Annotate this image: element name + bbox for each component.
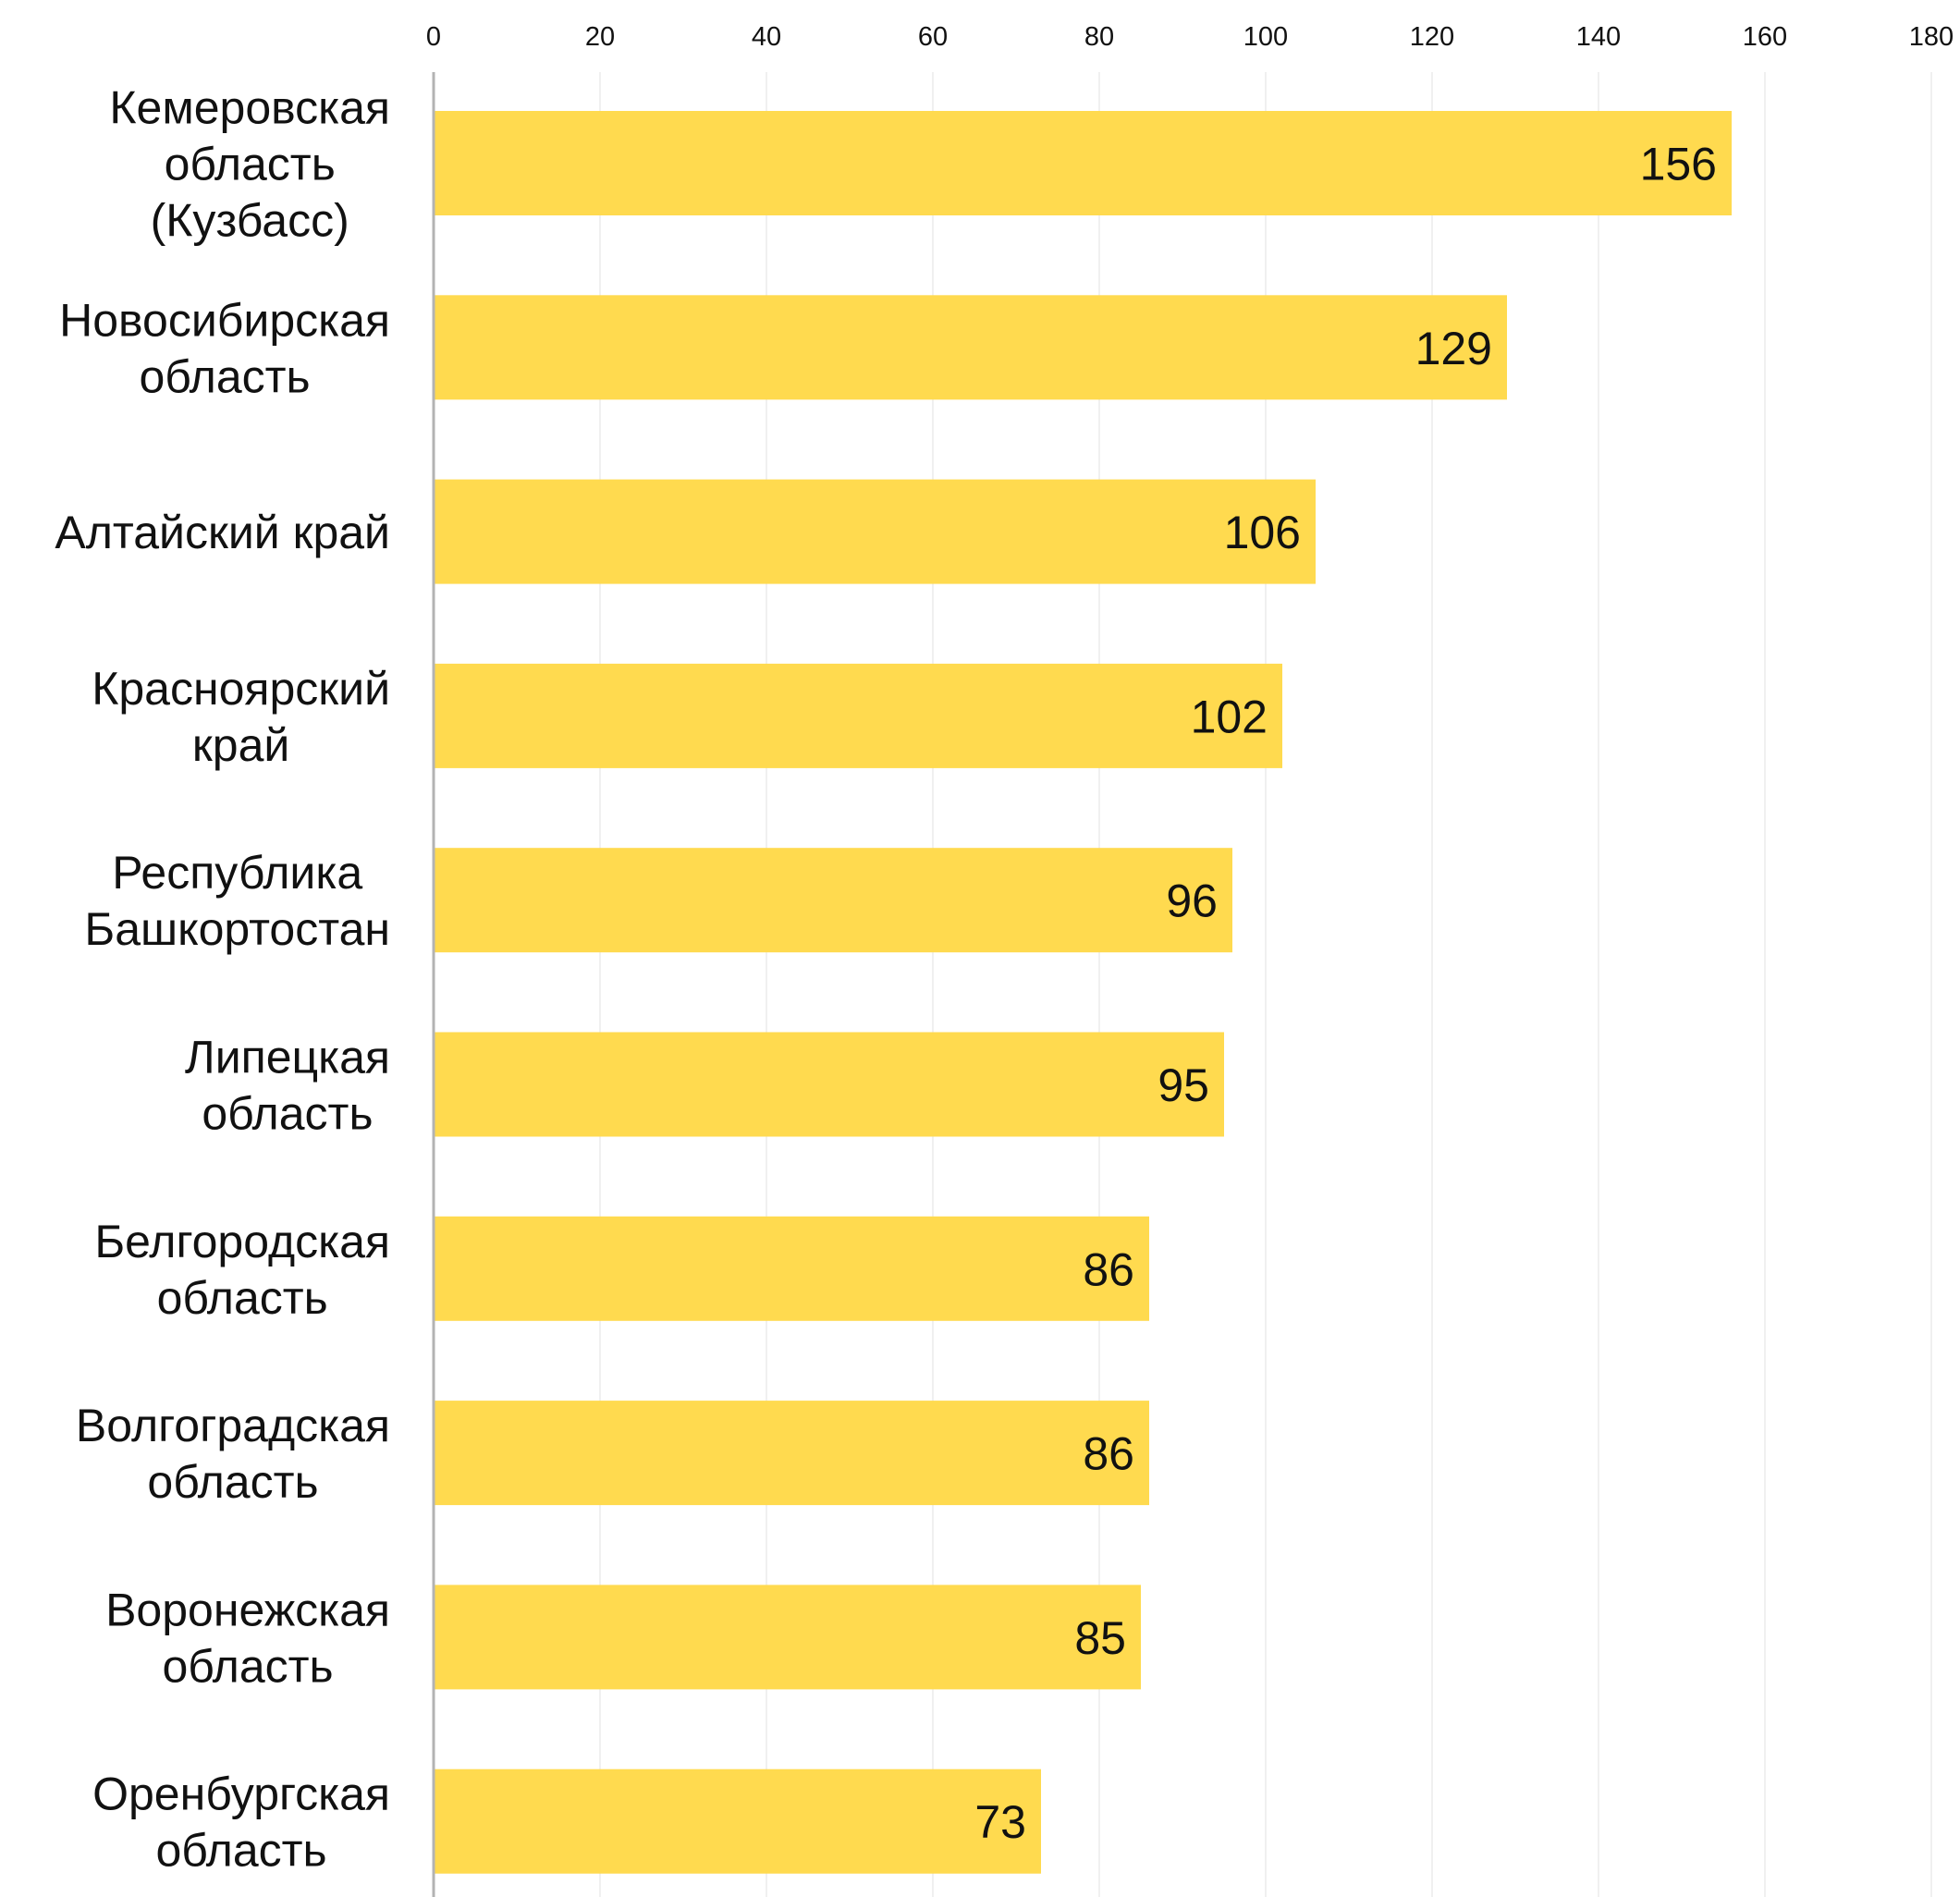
bar [434,1216,1149,1321]
data-label: 86 [1083,1243,1134,1295]
bar [434,1585,1141,1690]
category-label: Липецкая область [185,1032,390,1140]
x-tick-label: 120 [1410,22,1454,52]
bar [434,111,1732,215]
bar [434,1032,1224,1137]
category-label: Кемеровская область (Кузбасс) [109,82,390,247]
category-label-line: Новосибирская [59,294,390,346]
category-label-line: область [165,139,336,190]
category-label: Белгородская область [94,1216,390,1324]
x-tick-label: 160 [1743,22,1787,52]
category-label-line: Белгородская [94,1216,390,1267]
category-label-line: область [155,1825,326,1877]
x-tick-label: 60 [918,22,948,52]
category-label: Алтайский край [55,507,390,558]
bars [434,111,1732,1874]
category-label: Воронежская область [105,1584,390,1692]
data-label: 106 [1224,507,1301,558]
category-label: Оренбургская область [92,1768,390,1877]
category-label-line: Волгоградская [76,1400,390,1451]
data-label: 86 [1083,1428,1134,1480]
data-label: 95 [1158,1059,1209,1111]
value-labels: 156 129 106 102 96 95 86 86 85 73 [974,139,1717,1849]
x-tick-label: 40 [752,22,781,52]
data-label: 129 [1415,323,1492,374]
x-axis-ticks: 0 20 40 60 80 100 120 140 160 180 [426,22,1954,52]
bar [434,1768,1041,1874]
data-label: 85 [1074,1612,1126,1664]
bar [434,663,1282,768]
category-label-line: край [192,719,289,771]
data-label: 96 [1166,875,1218,927]
bar [434,1401,1149,1506]
category-label-line: область [162,1640,333,1692]
bar [434,295,1507,400]
data-label: 73 [974,1796,1026,1848]
bar [434,479,1316,584]
bar [434,848,1232,953]
category-label: Красноярский край [92,663,390,771]
category-label: Волгоградская область [76,1400,390,1508]
category-label-line: Алтайский край [55,507,390,558]
category-label: Республика Башкортостан [84,847,390,955]
category-label-line: Оренбургская [92,1768,390,1820]
category-label-line: Липецкая [185,1032,390,1083]
x-tick-label: 100 [1243,22,1288,52]
category-label-line: Башкортостан [84,903,390,955]
x-tick-label: 80 [1084,22,1114,52]
x-tick-label: 20 [585,22,615,52]
category-labels: Кемеровская область (Кузбасс)Новосибирская… [55,82,390,1877]
category-label-line: Республика [112,847,362,899]
category-label: Новосибирская область [59,294,390,402]
category-label-line: Красноярский [92,663,390,715]
x-tick-label: 180 [1909,22,1954,52]
category-label-line: область [147,1456,318,1508]
category-label-line: область [157,1272,328,1324]
x-tick-label: 0 [426,22,441,52]
category-label-line: область [202,1088,373,1140]
x-tick-label: 140 [1576,22,1621,52]
category-label-line: (Кузбасс) [151,195,349,247]
data-label: 156 [1640,139,1717,190]
category-label-line: область [139,350,310,402]
data-label: 102 [1191,691,1268,742]
category-label-line: Воронежская [105,1584,390,1635]
category-label-line: Кемеровская [109,82,390,134]
